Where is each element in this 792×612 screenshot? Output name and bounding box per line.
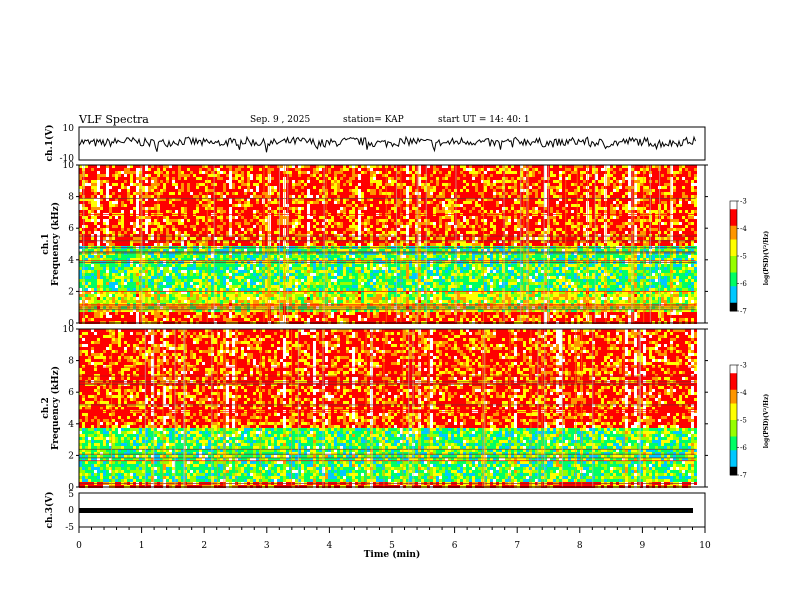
xaxis-label: Time (min): [364, 549, 421, 560]
ch3-ylabel: ch.3(V): [44, 492, 55, 529]
ch2-colorbar: -3 -4 -5 -6 -7: [730, 362, 747, 480]
cbar2-tick-label: -4: [740, 389, 747, 397]
cbar2-tick-label: -6: [740, 444, 747, 452]
station-label: station= KAP: [343, 115, 404, 125]
ch2-colorbar-label: log(PSD)(V²/Hz): [763, 394, 770, 449]
cbar1-tick-label: -4: [740, 225, 747, 233]
xtick-label: 3: [264, 541, 270, 551]
ch1-colorbar: -3 -4 -5 -6 -7: [730, 198, 747, 316]
xtick-label: 6: [452, 541, 458, 551]
ch3-ytick-top: 5: [68, 490, 74, 500]
ch1-ylabel-channel: ch.1: [41, 233, 51, 254]
xtick-label: 10: [699, 541, 711, 551]
spec2-ytick-label: 6: [68, 388, 74, 398]
ch1-waveform-panel: 10 -10 ch.1(V): [44, 124, 705, 164]
date-label: Sep. 9 , 2025: [250, 115, 310, 125]
cbar1-tick-label: -3: [740, 198, 747, 206]
spec1-ytick-label: 10: [63, 161, 75, 171]
ch1-ylabel: ch.1(V): [44, 125, 55, 162]
spec2-ytick-label: 8: [68, 357, 74, 367]
vlf-figure: VLF Spectra Sep. 9 , 2025 station= KAP s…: [0, 0, 792, 612]
xtick-label: 8: [577, 541, 583, 551]
spec2-ytick-label: 4: [68, 420, 74, 430]
spec2-ytick-label: 2: [68, 451, 74, 461]
ch1-colorbar-label: log(PSD)(V²/Hz): [763, 231, 770, 286]
ch2-ylabel-frequency: Frequency (kHz): [50, 366, 61, 450]
xtick-label: 7: [514, 541, 520, 551]
xtick-label: 9: [640, 541, 646, 551]
start-time-label: start UT = 14: 40: 1: [438, 115, 530, 125]
cbar2-tick-label: -5: [740, 417, 747, 425]
spec1-ytick-label: 8: [68, 193, 74, 203]
ch2-ylabel-channel: ch.2: [41, 397, 51, 418]
spec1-ytick-label: 2: [68, 287, 74, 297]
cbar1-tick-label: -7: [740, 308, 747, 316]
ch2-spectrogram-image: [79, 329, 705, 488]
cbar1-tick-label: -6: [740, 280, 747, 288]
spec2-ytick-label: 10: [63, 325, 75, 335]
ch1-ytick-top: 10: [63, 124, 75, 134]
xtick-label: 4: [327, 541, 333, 551]
xtick-label: 1: [139, 541, 145, 551]
xtick-label: 0: [76, 541, 82, 551]
spec1-ytick-label: 4: [68, 256, 74, 266]
ch1-spectrogram-image: [79, 165, 705, 324]
cbar2-tick-label: -3: [740, 362, 747, 370]
ch1-ylabel-frequency: Frequency (kHz): [50, 202, 61, 286]
ch3-ytick-mid: 0: [68, 506, 74, 516]
time-axis: 0 1 2 3 4 5 6 7 8 9 10: [76, 527, 711, 551]
cbar2-tick-label: -7: [740, 472, 747, 480]
ch3-ytick-bottom: -5: [65, 523, 74, 533]
ch3-waveform-trace: [79, 508, 693, 513]
cbar1-tick-label: -5: [740, 253, 747, 261]
spec1-ytick-label: 6: [68, 224, 74, 234]
xtick-label: 2: [201, 541, 207, 551]
figure-title: VLF Spectra: [78, 113, 149, 126]
ch3-waveform-panel: 5 0 -5 ch.3(V): [44, 490, 705, 533]
